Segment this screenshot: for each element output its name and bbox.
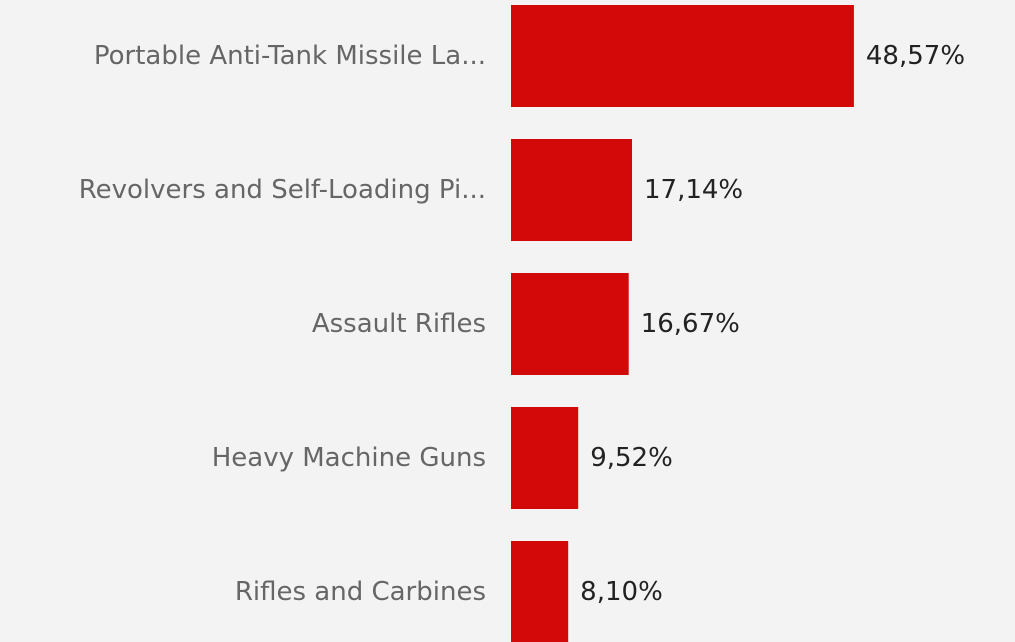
bar — [511, 5, 854, 107]
category-label: Heavy Machine Guns — [212, 443, 486, 473]
labels-layer: Portable Anti-Tank Missile La... 48,57% Re… — [79, 41, 965, 607]
category-label: Assault Rifles — [312, 309, 486, 339]
bar — [511, 407, 579, 509]
category-label: Rifles and Carbines — [235, 577, 486, 607]
value-label: 16,67% — [641, 309, 740, 339]
value-label: 9,52% — [590, 443, 673, 473]
bars-layer — [511, 5, 854, 642]
value-label: 48,57% — [866, 41, 965, 71]
value-label: 17,14% — [644, 175, 743, 205]
category-label: Portable Anti-Tank Missile La... — [94, 41, 486, 71]
category-label: Revolvers and Self-Loading Pi... — [79, 175, 486, 205]
bar — [511, 541, 569, 642]
bar — [511, 273, 629, 375]
bar — [511, 139, 633, 241]
value-label: 8,10% — [580, 577, 663, 607]
